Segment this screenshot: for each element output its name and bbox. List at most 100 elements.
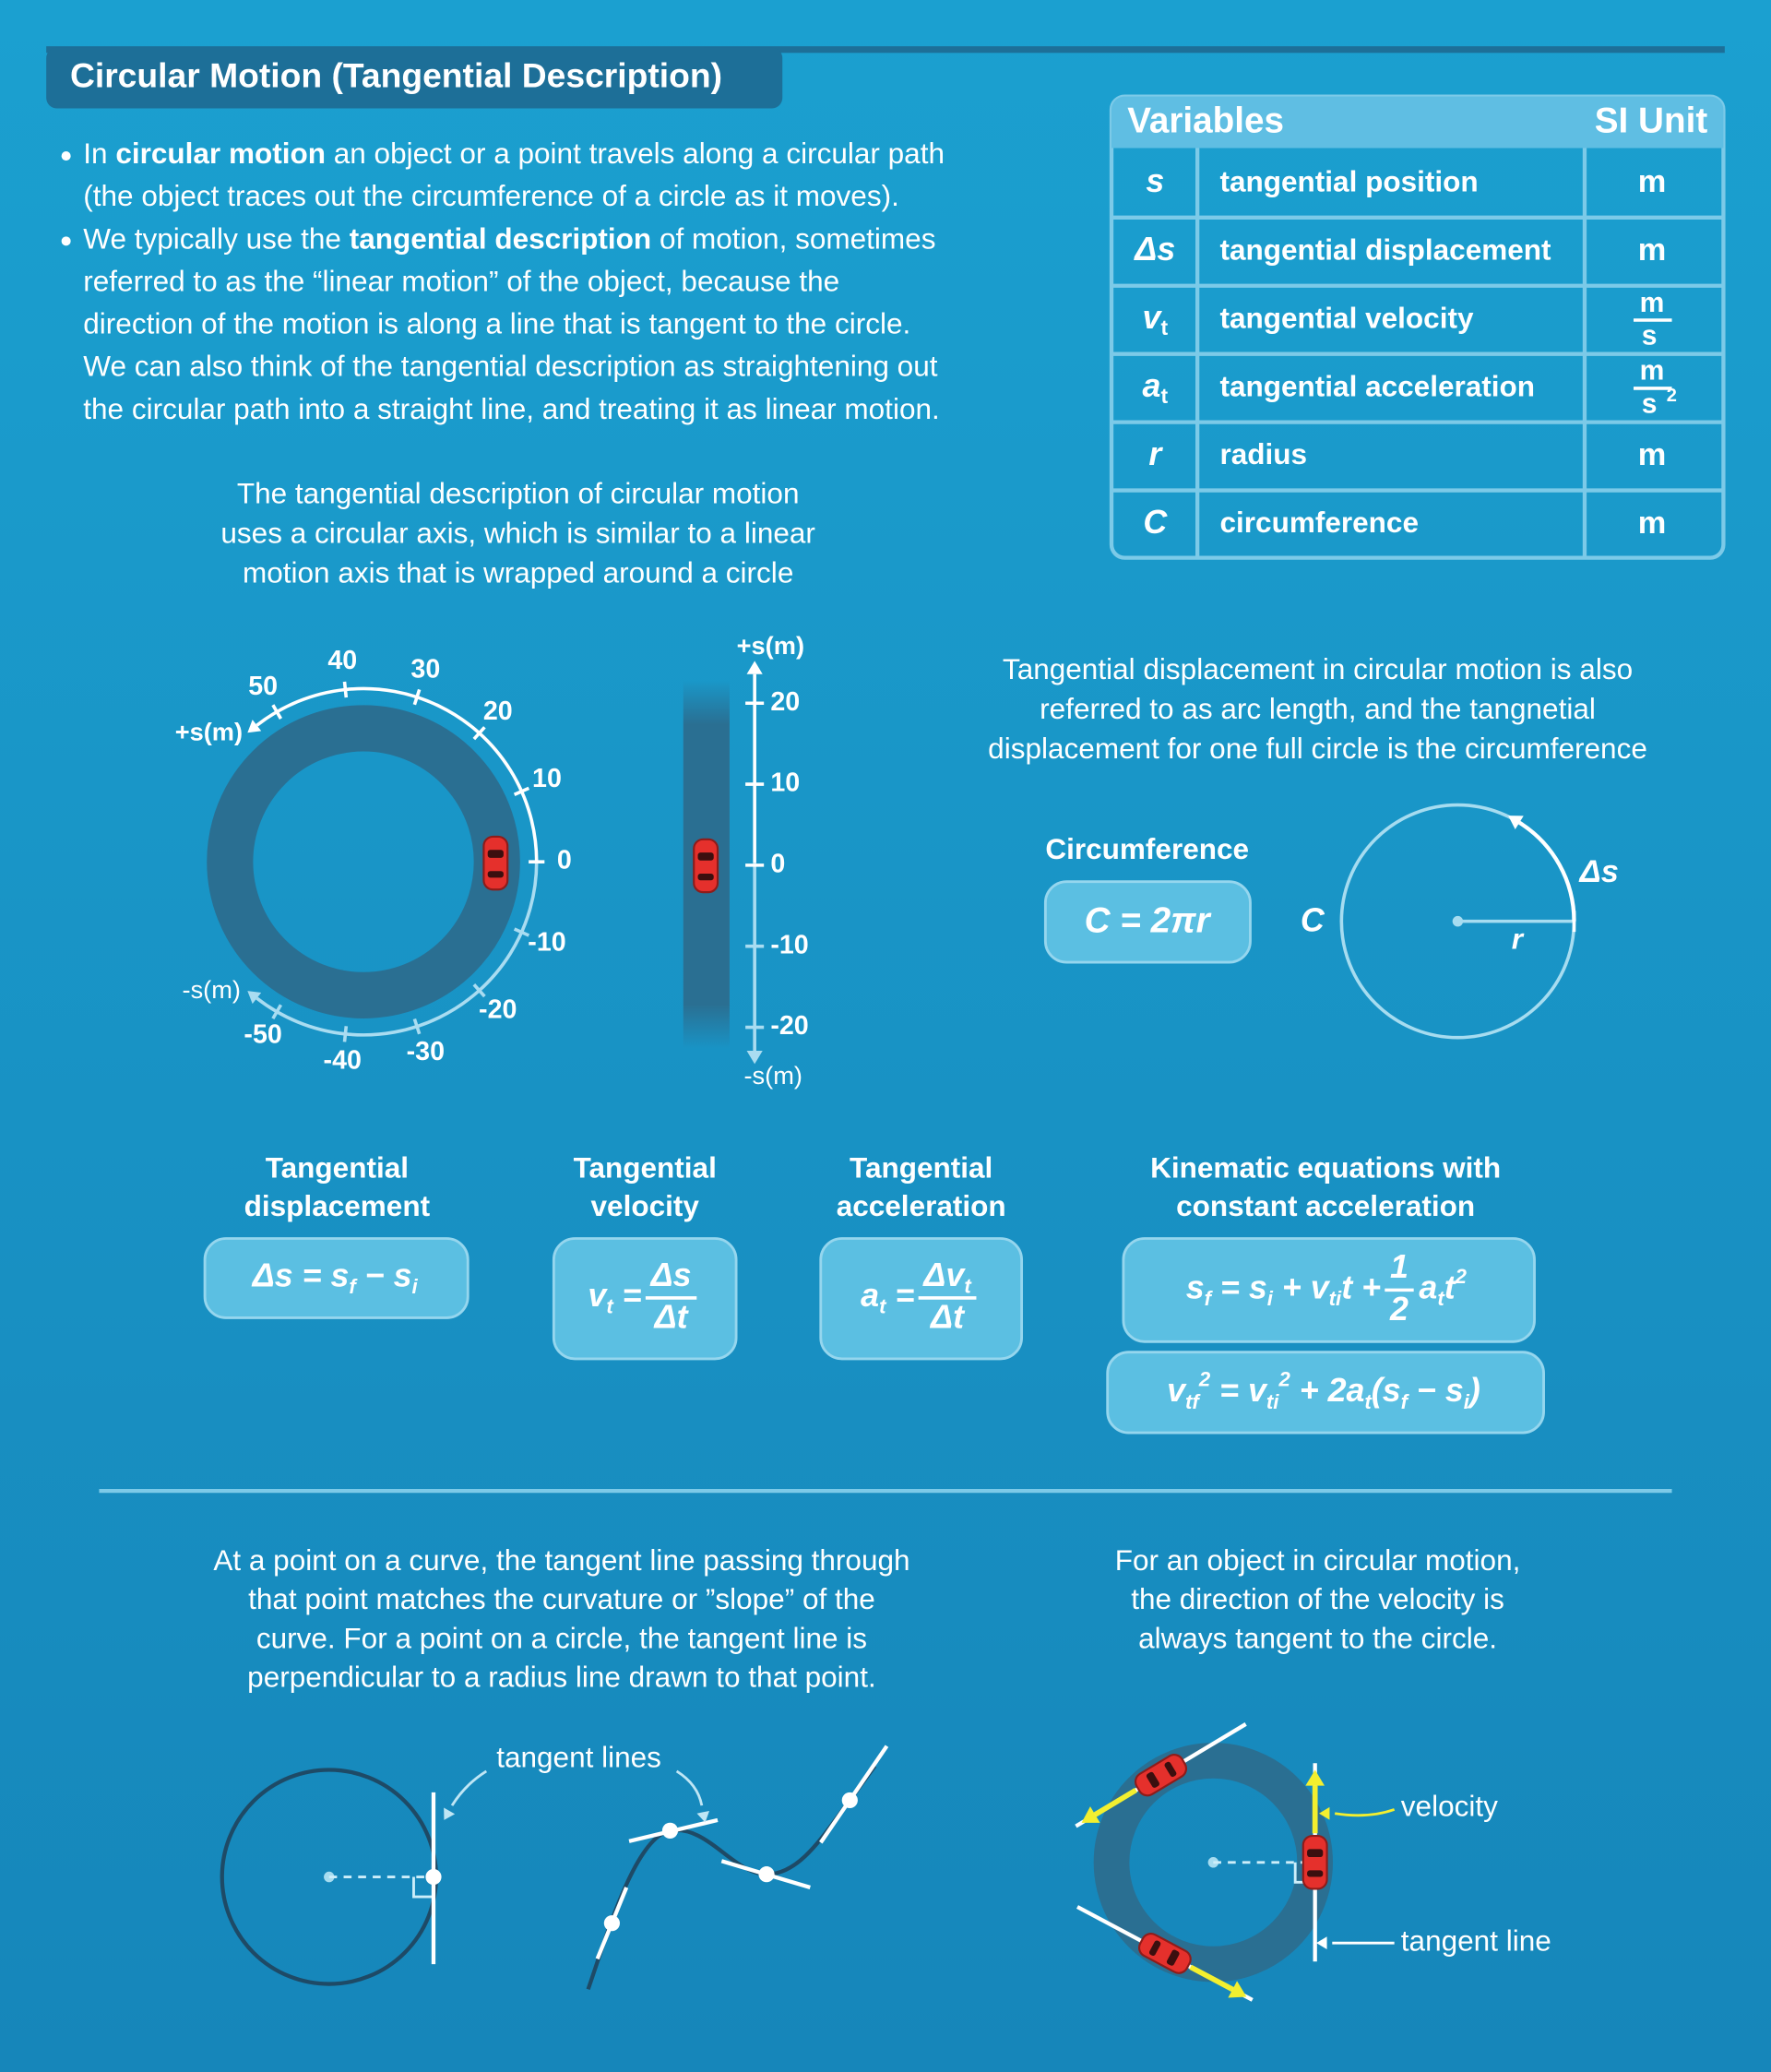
equation-term: t <box>1444 1269 1457 1306</box>
car-window <box>1307 1870 1324 1877</box>
formula: C = 2πr <box>1085 900 1212 940</box>
definition-title: Tangential <box>574 1150 717 1184</box>
equation-term: t <box>1437 1287 1445 1310</box>
equation-term: Δs = s <box>251 1257 350 1294</box>
car-body <box>1134 1754 1188 1797</box>
car-body <box>1137 1933 1192 1974</box>
intro-line: direction of the motion is along a line … <box>83 307 910 340</box>
equation-term: tf <box>1185 1390 1201 1413</box>
car-window <box>1148 1940 1161 1956</box>
equation-term: t <box>1364 1390 1373 1413</box>
callout-arrow <box>450 1769 488 1806</box>
axis-tick-label: -10 <box>770 930 808 959</box>
unit-numerator: m <box>1640 356 1665 387</box>
table-header-bg <box>1111 96 1724 149</box>
car <box>1302 1835 1328 1890</box>
equation-term: a <box>1419 1269 1437 1306</box>
intro-line: In circular motion an object or a point … <box>83 137 945 170</box>
variable-description: radius <box>1220 437 1308 470</box>
equation-box <box>1122 1237 1536 1343</box>
axis-tick <box>513 927 530 937</box>
unit-exponent: 2 <box>1667 386 1677 406</box>
car-window <box>1146 1771 1159 1788</box>
symbol-subscript: t <box>1160 316 1168 339</box>
equation-term: ) <box>1466 1373 1480 1410</box>
variable-symbol: Δs <box>1133 232 1175 268</box>
car-window <box>697 874 714 881</box>
equation-term: v <box>1167 1373 1187 1410</box>
intro-text: circular motion <box>115 137 326 170</box>
intro-text: an object or a point travels along a cir… <box>326 137 945 170</box>
equation-term: − s <box>356 1257 412 1294</box>
equation: vtf2 = vti2 + 2at(sf − si) <box>1167 1367 1480 1412</box>
definition-title: acceleration <box>837 1189 1006 1222</box>
symbol: a <box>1143 367 1161 404</box>
right-angle-mark <box>412 1876 434 1899</box>
variable-symbol: s <box>1146 163 1164 200</box>
symbol: v <box>1143 299 1163 336</box>
intro-text: We typically use the <box>83 222 349 256</box>
car <box>482 835 509 891</box>
axis-tick-label: 0 <box>770 849 785 878</box>
axis-tick <box>472 983 486 998</box>
tangent-point <box>758 1866 775 1883</box>
arrowhead <box>444 1807 456 1820</box>
variable-symbol: at <box>1143 367 1169 408</box>
equation-term: = <box>613 1277 642 1314</box>
equation-term: s <box>1186 1269 1205 1306</box>
equation-term: 2 <box>1455 1265 1468 1288</box>
arrowhead <box>247 991 262 1005</box>
equation: vt = Δs Δt <box>588 1256 697 1336</box>
caption: Tangential displacement in circular moti… <box>1003 652 1633 685</box>
equation-text: 2 <box>1389 1291 1408 1328</box>
callout-label: tangent lines <box>496 1740 661 1773</box>
arc-length <box>1518 820 1576 922</box>
symbol: s <box>1146 163 1164 200</box>
tangent-label: tangent line <box>1401 1923 1551 1957</box>
arrowhead <box>247 720 262 733</box>
caption: For an object in circular motion, <box>1115 1543 1521 1577</box>
axis-label: +s(m) <box>175 717 243 745</box>
variable-symbol: r <box>1148 435 1163 472</box>
axis-tick-label: -40 <box>324 1045 362 1075</box>
tangent-point <box>603 1915 620 1932</box>
arrowhead <box>1305 1769 1325 1786</box>
caption: displacement for one full circle is the … <box>988 732 1647 765</box>
equation: Δs = sf − si <box>251 1257 419 1298</box>
caption: that point matches the curvature or ”slo… <box>248 1582 875 1615</box>
equation-text: vt = <box>588 1277 641 1317</box>
equation-term: i <box>1464 1390 1470 1413</box>
equation-term: Δt <box>653 1299 690 1336</box>
intro-text: tangential description <box>350 222 651 256</box>
car-body <box>693 838 719 894</box>
tangent-point <box>841 1792 858 1809</box>
intro-line: referred to as the “linear motion” of th… <box>83 265 839 298</box>
definition-title: displacement <box>244 1189 431 1222</box>
tangent-point <box>661 1822 679 1839</box>
axis-tick-label: -30 <box>407 1037 445 1066</box>
equation-term: − s <box>1408 1373 1464 1410</box>
equation-term: = <box>886 1277 914 1314</box>
arrowhead <box>746 1051 763 1065</box>
caption: perpendicular to a radius line drawn to … <box>247 1661 876 1694</box>
intro-line: We can also think of the tangential desc… <box>83 350 937 383</box>
car <box>693 838 719 894</box>
displacement-label: Δs <box>1578 854 1619 889</box>
equation-text: 1 <box>1390 1249 1408 1286</box>
caption: always tangent to the circle. <box>1138 1621 1497 1654</box>
equation-text: Δt <box>929 1299 966 1336</box>
caption: The tangential description of circular m… <box>237 477 800 510</box>
intro-text: referred to as the “linear motion” of th… <box>83 265 839 298</box>
equation-term: t <box>606 1295 614 1318</box>
caption: referred to as arc length, and the tangn… <box>1040 692 1596 725</box>
arrowhead <box>696 1810 710 1823</box>
variable-description: circumference <box>1220 506 1419 539</box>
equation-text: at = <box>861 1277 914 1317</box>
caption: the direction of the velocity is <box>1131 1582 1504 1615</box>
equation-text: sf = si + vtit + <box>1186 1269 1381 1310</box>
unit-denominator: s <box>1642 321 1658 351</box>
arrowhead <box>1318 1806 1330 1820</box>
